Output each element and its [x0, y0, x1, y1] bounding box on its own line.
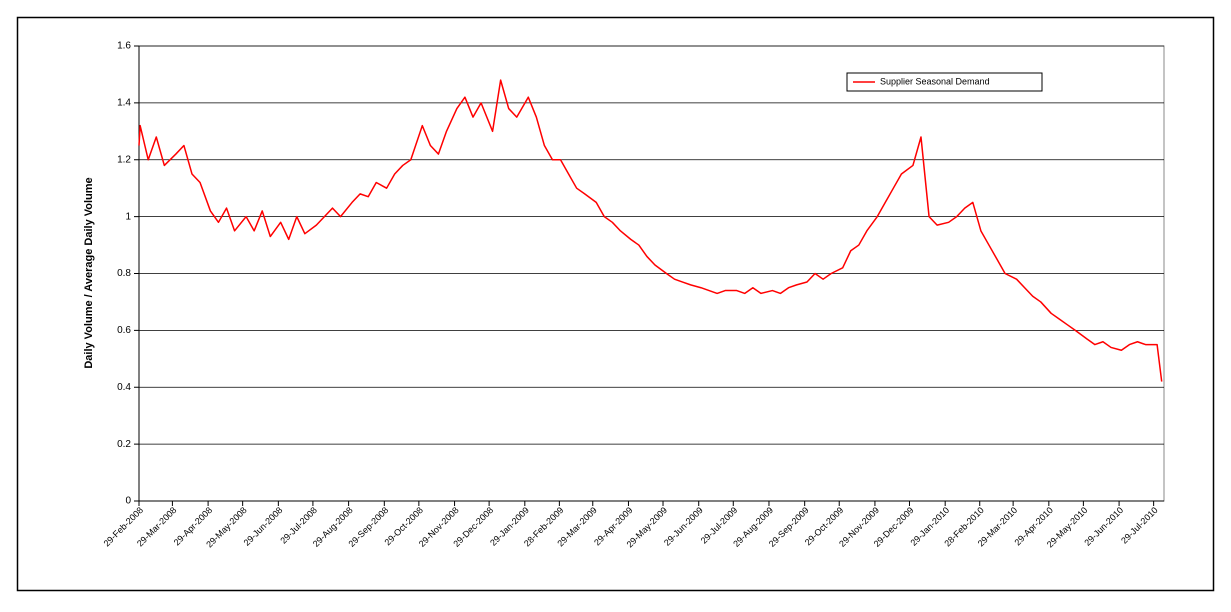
- y-axis-label: Daily Volume / Average Daily Volume: [83, 177, 95, 368]
- y-tick-label: 1.2: [117, 154, 131, 165]
- y-tick-label: 1.6: [117, 41, 131, 52]
- data-line: [138, 79, 1163, 382]
- legend-box: [846, 72, 1043, 92]
- y-tick-label: 0.4: [117, 382, 131, 393]
- chart-frame: [16, 16, 1215, 592]
- y-tick-label: 1.4: [117, 98, 131, 109]
- legend-label: Supplier Seasonal Demand: [880, 76, 990, 86]
- y-tick-label: 0.8: [117, 268, 131, 279]
- y-tick-label: 0.2: [117, 439, 131, 450]
- y-tick-label: 0.6: [117, 325, 131, 336]
- y-tick-label: 1: [125, 211, 131, 222]
- y-tick-label: 0: [125, 496, 131, 507]
